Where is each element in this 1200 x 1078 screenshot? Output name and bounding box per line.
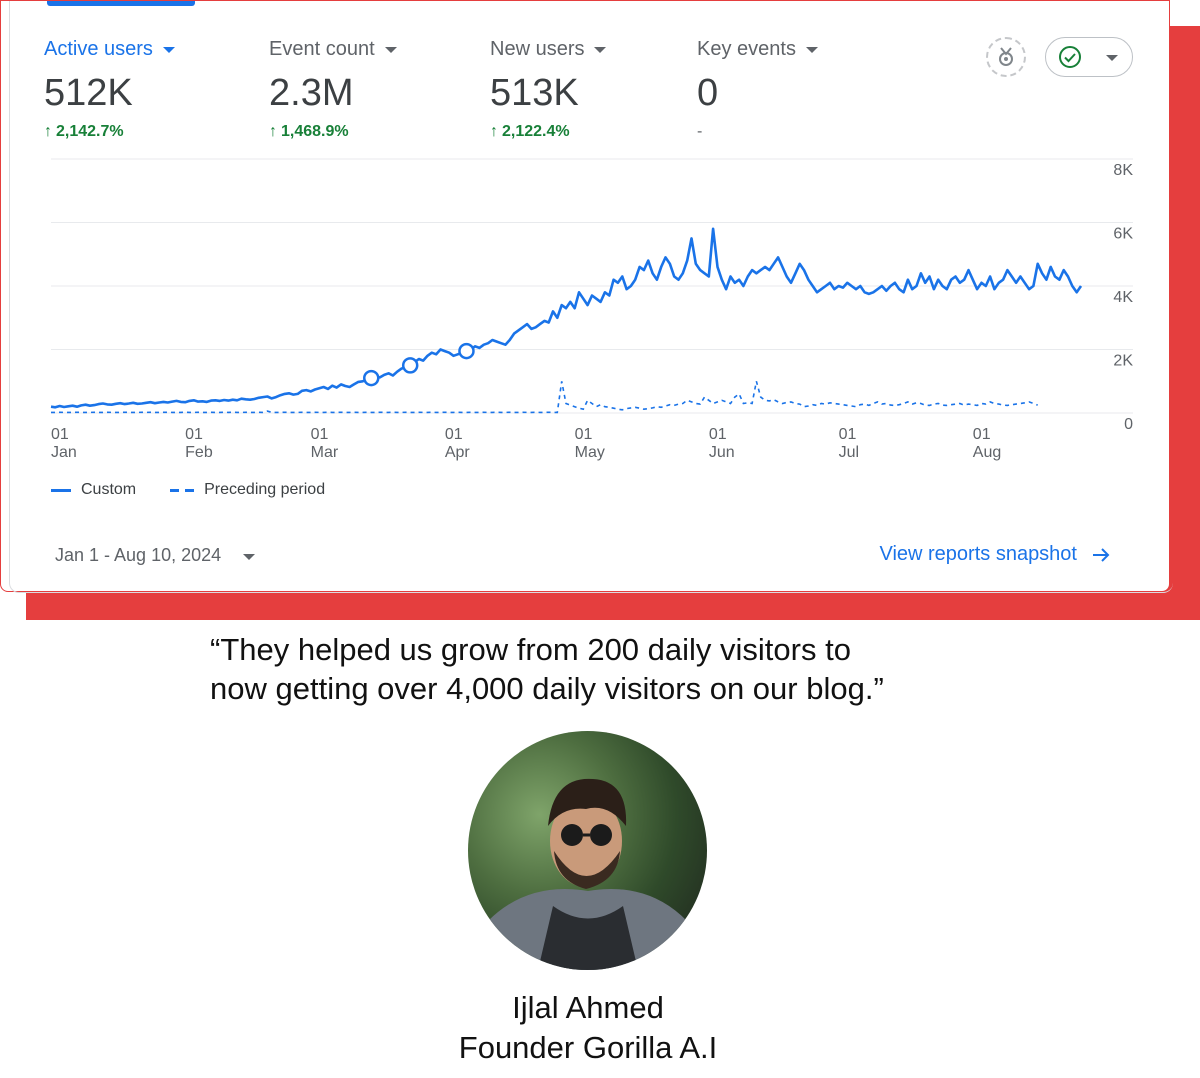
metric-label[interactable]: Event count [269,37,397,61]
x-tick-day: 01 [311,426,329,443]
person-name: Ijlal Ahmed [512,990,664,1025]
series-custom [50,227,1083,409]
card-frame [9,1,1173,593]
y-tick-label: 2K [1113,353,1133,370]
metric-label-text: Event count [269,37,375,60]
metric-change-value: 1,468.9% [281,123,349,140]
metric-change-value: - [697,123,703,140]
annotation-marker [401,357,419,374]
x-tick-day: 01 [185,426,203,443]
metric-event-count[interactable]: Event count 2.3M ↑ 1,468.9% [269,37,397,141]
quote-line-1: “They helped us grow from 200 daily visi… [210,632,851,667]
quote-line-2: now getting over 4,000 daily visitors on… [210,671,884,706]
date-range-text: Jan 1 - Aug 10, 2024 [55,545,222,565]
chart-annotations [363,342,475,387]
avatar-illustration [468,778,707,970]
chart-legend: Custom Preceding period [51,481,325,499]
check-circle-icon [1059,46,1081,68]
legend-swatch-preceding [170,488,195,492]
metric-change: - [697,123,818,141]
caret-down-icon [805,47,818,53]
metric-label[interactable]: Active users [44,37,175,61]
y-axis-ticks: 8K 6K 4K 2K 0 [1113,162,1133,433]
metric-new-users[interactable]: New users 513K ↑ 2,122.4% [490,37,607,141]
metric-value: 512K [44,72,133,114]
x-tick-day: 01 [445,426,463,443]
arrow-up-icon: ↑ [490,123,498,140]
annotation-marker [458,342,475,360]
caret-down-icon [1106,55,1118,61]
metric-label-text: Active users [44,37,153,60]
analytics-card: Active users 512K ↑ 2,142.7% Event count… [0,0,1173,593]
x-tick-day: 01 [575,426,593,443]
x-tick-month: Jul [839,444,859,461]
metric-change: ↑ 1,468.9% [269,123,397,141]
y-tick-label: 6K [1113,226,1133,243]
x-tick-month: Jan [51,444,77,461]
legend-label-custom: Custom [81,481,137,498]
metric-change: ↑ 2,142.7% [44,123,175,141]
arrow-up-icon: ↑ [44,123,52,140]
arrow-up-icon: ↑ [269,123,277,140]
caret-down-icon [384,47,397,53]
chart-grid [51,158,1133,414]
insights-icon[interactable] [986,37,1026,77]
x-tick-month: May [575,444,605,461]
x-tick-month: Aug [973,444,1001,461]
status-dropdown[interactable] [1045,37,1133,77]
y-tick-label: 0 [1124,416,1133,433]
metric-active-users[interactable]: Active users 512K ↑ 2,142.7% [44,37,175,141]
annotation-marker [363,369,380,387]
legend-swatch-custom [51,488,71,492]
metric-change-value: 2,122.4% [502,123,570,140]
active-tab-indicator [47,1,195,6]
person-title: Founder Gorilla A.I [458,1030,718,1065]
metric-change-value: 2,142.7% [56,123,124,140]
metric-change: ↑ 2,122.4% [490,123,606,141]
testimonial-quote: “They helped us grow from 200 daily visi… [0,630,1200,708]
metric-value: 2.3M [269,72,354,114]
metric-label[interactable]: New users [490,37,607,61]
caret-down-icon [162,47,175,53]
caret-down-icon [594,47,607,53]
metric-label-text: New users [490,37,585,60]
metric-key-events[interactable]: Key events 0 - [697,37,818,141]
metric-label[interactable]: Key events [697,37,818,61]
metric-label-text: Key events [697,37,796,60]
metric-value: 513K [490,72,579,114]
metric-value: 0 [697,72,719,114]
series-preceding-period [51,381,1038,414]
y-tick-label: 8K [1113,162,1133,179]
x-tick-day: 01 [51,426,69,443]
x-tick-month: Jun [709,444,735,461]
x-tick-month: Mar [311,444,339,461]
arrow-right-icon [1093,547,1110,562]
y-tick-label: 4K [1113,289,1133,306]
view-reports-label: View reports snapshot [879,543,1077,565]
x-tick-day: 01 [839,426,857,443]
date-range-selector[interactable]: Jan 1 - Aug 10, 2024 [55,545,256,566]
caret-down-icon [243,553,256,560]
x-tick-month: Apr [445,444,471,461]
x-tick-day: 01 [973,426,991,443]
x-tick-day: 01 [709,426,727,443]
legend-label-preceding: Preceding period [204,481,326,498]
x-tick-month: Feb [185,444,213,461]
avatar [468,731,707,970]
insights-glyph [999,47,1013,66]
view-reports-link[interactable]: View reports snapshot [879,543,1111,566]
